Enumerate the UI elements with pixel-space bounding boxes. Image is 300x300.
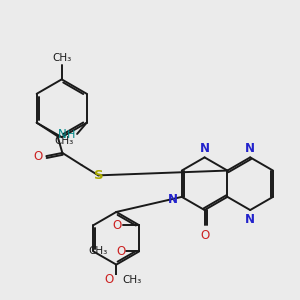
Text: H: H — [67, 130, 75, 140]
Text: CH₃: CH₃ — [55, 136, 74, 146]
Text: N: N — [245, 142, 255, 155]
Text: O: O — [200, 229, 209, 242]
Text: O: O — [104, 273, 114, 286]
Text: N: N — [168, 193, 178, 206]
Text: O: O — [34, 150, 43, 163]
Text: O: O — [117, 245, 126, 258]
Text: S: S — [94, 169, 104, 182]
Text: CH₃: CH₃ — [122, 275, 141, 285]
Text: CH₃: CH₃ — [52, 53, 71, 63]
Text: N: N — [200, 142, 210, 155]
Text: N: N — [245, 213, 255, 226]
Text: CH₃: CH₃ — [89, 247, 108, 256]
Text: O: O — [112, 219, 122, 232]
Text: N: N — [58, 128, 67, 141]
